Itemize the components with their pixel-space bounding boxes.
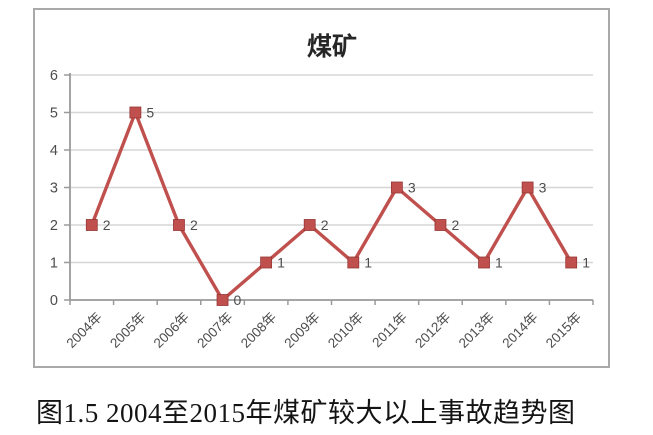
x-tick-label: 2006年 (151, 310, 192, 351)
line-chart: 煤矿 0 1 2 3 4 5 6 2004年 2005年 2006年 2007年 2008年 2009年… (50, 32, 594, 351)
x-tick-label: 2015年 (543, 310, 584, 351)
data-point-marker (216, 294, 229, 306)
figure-caption: 图1.5 2004至2015年煤矿较大以上事故趋势图 (36, 398, 576, 428)
data-point-marker (260, 256, 273, 269)
y-tick-label: 3 (50, 181, 58, 197)
data-label: 3 (539, 180, 547, 196)
y-tick-label: 6 (50, 68, 58, 84)
data-point-marker (521, 181, 534, 194)
x-tick-label: 2014年 (499, 310, 540, 351)
x-tick-label: 2011年 (369, 310, 410, 351)
data-label: 1 (495, 255, 503, 271)
x-tick-label: 2008年 (238, 310, 279, 351)
y-tick-label: 2 (50, 218, 58, 234)
chart-frame: 煤矿 0 1 2 3 4 5 6 2004年 2005年 2006年 2007年 2008年 2009年… (33, 8, 610, 368)
data-point-marker (129, 106, 142, 119)
data-label: 1 (277, 255, 285, 271)
data-point-marker (434, 219, 447, 231)
data-label: 1 (582, 255, 590, 271)
data-point-marker (390, 181, 403, 194)
x-tick-label: 2013年 (456, 310, 497, 351)
data-label: 0 (234, 292, 242, 308)
y-tick-label: 0 (50, 293, 58, 309)
data-label: 2 (103, 217, 111, 233)
data-point-marker (173, 219, 185, 231)
data-point-marker (478, 256, 490, 269)
y-tick-label: 1 (50, 256, 58, 272)
x-tick-label: 2012年 (412, 310, 453, 351)
x-tick-label: 2007年 (194, 310, 235, 351)
y-tick-label: 4 (50, 143, 58, 159)
x-tick-label: 2004年 (64, 310, 105, 351)
data-point-marker (347, 256, 360, 269)
x-tick-label: 2009年 (281, 310, 322, 351)
data-label: 2 (190, 217, 198, 233)
data-label: 1 (364, 255, 372, 271)
data-point-marker (303, 219, 316, 231)
data-label: 2 (321, 217, 329, 233)
y-tick-label: 5 (50, 106, 58, 122)
chart-title: 煤矿 (307, 32, 357, 61)
data-label: 3 (408, 180, 416, 196)
data-point-marker (565, 256, 578, 269)
x-tick-label: 2005年 (107, 310, 148, 351)
data-label: 2 (451, 217, 459, 233)
trend-line (90, 110, 573, 302)
x-tick-label: 2010年 (325, 310, 366, 351)
data-label: 5 (146, 105, 154, 121)
data-point-marker (85, 219, 98, 231)
